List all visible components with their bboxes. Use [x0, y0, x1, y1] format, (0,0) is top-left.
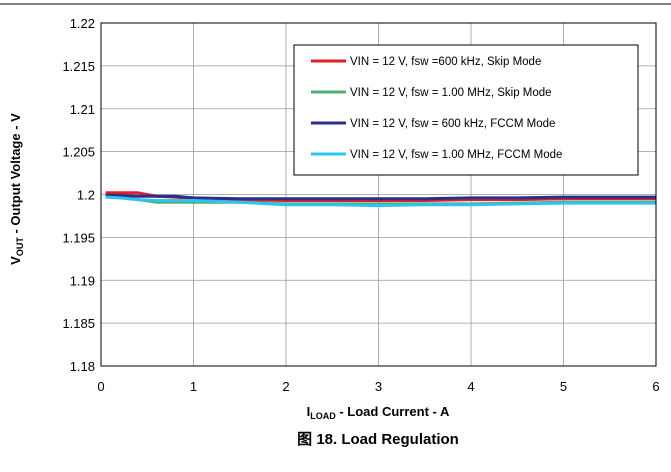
y-tick-label-0: 1.18	[70, 359, 95, 374]
y-tick-labels: 1.18 1.185 1.19 1.195 1.2 1.205 1.21 1.215 1.22	[62, 16, 95, 374]
legend: VIN = 12 V, fsw =600 kHz, Skip Mode VIN =…	[293, 44, 639, 176]
x-tick-label-2: 2	[282, 379, 289, 394]
y-tick-label-3: 1.195	[62, 230, 95, 245]
y-tick-label-8: 1.22	[70, 16, 95, 31]
x-tick-label-0: 0	[97, 379, 104, 394]
y-tick-label-5: 1.205	[62, 145, 95, 160]
plot-series	[105, 191, 656, 208]
y-tick-label-1: 1.185	[62, 316, 95, 331]
legend-label-1: VIN = 12 V, fsw = 1.00 MHz, Skip Mode	[350, 87, 552, 99]
y-axis-label: VOUT - Output Voltage - V	[8, 113, 25, 265]
y-tick-label-7: 1.215	[62, 59, 95, 74]
legend-label-0: VIN = 12 V, fsw =600 kHz, Skip Mode	[350, 56, 541, 68]
series-line-0	[105, 191, 656, 202]
series-line-2	[105, 193, 656, 201]
x-tick-label-1: 1	[190, 379, 197, 394]
x-axis-label: ILOAD - Load Current - A	[307, 404, 450, 421]
y-tick-label-6: 1.21	[70, 102, 95, 117]
y-tick-label-4: 1.2	[77, 188, 95, 203]
x-tick-label-4: 4	[467, 379, 474, 394]
legend-label-2: VIN = 12 V, fsw = 600 kHz, FCCM Mode	[350, 118, 555, 130]
x-tick-labels: 0 1 2 3 4 5 6	[97, 379, 659, 394]
legend-label-3: VIN = 12 V, fsw = 1.00 MHz, FCCM Mode	[350, 149, 562, 161]
x-tick-label-5: 5	[560, 379, 567, 394]
x-tick-label-3: 3	[375, 379, 382, 394]
plot-frame	[100, 22, 657, 367]
x-tick-label-6: 6	[652, 379, 659, 394]
figure-caption: 图 18. Load Regulation	[297, 431, 459, 448]
series-line-3	[105, 195, 656, 208]
y-tick-label-2: 1.19	[70, 273, 95, 288]
legend-box	[293, 44, 639, 176]
